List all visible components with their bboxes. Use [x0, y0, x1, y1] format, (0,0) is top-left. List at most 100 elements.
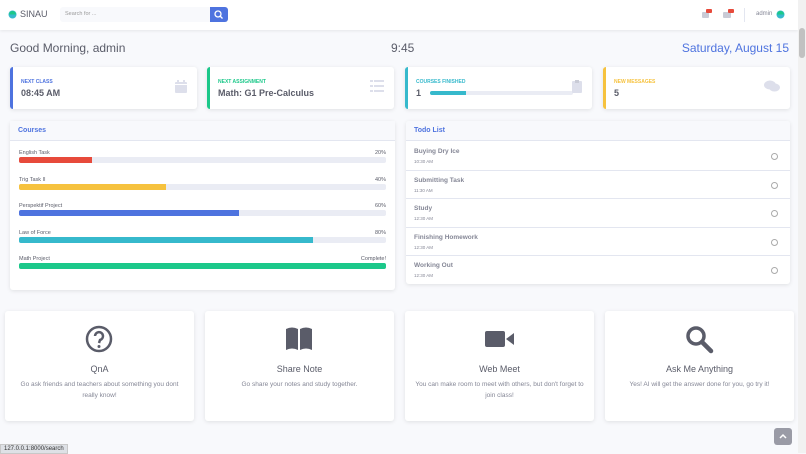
todo-checkbox[interactable]: [771, 238, 778, 246]
todo-item: Working Out 12:30 AM: [406, 256, 790, 284]
alerts-icon[interactable]: [702, 12, 709, 18]
course-progress-label: Complete!: [360, 256, 386, 262]
card-value: 5: [614, 88, 620, 98]
summary-card: NEW MESSAGES 5: [603, 67, 790, 109]
feature-title: Ask Me Anything: [665, 364, 734, 374]
todo-panel: Todo List Buying Dry Ice 10:30 AM Submitti…: [406, 121, 790, 284]
logo: [8, 10, 17, 19]
brand[interactable]: SINAU: [20, 9, 48, 19]
todo-task: Finishing Homework: [414, 233, 478, 241]
card-label: NEW MESSAGES: [614, 79, 656, 85]
messages-badge: [728, 9, 734, 13]
chat-icon: [764, 80, 780, 92]
card-value: Math: G1 Pre-Calculus: [218, 88, 315, 98]
feature-icon: [485, 331, 514, 347]
course-name: English Task: [19, 150, 50, 156]
progress-fill: [19, 157, 93, 163]
course-item: Perspektif Project 60%: [19, 203, 386, 219]
todo-task: Study: [414, 205, 433, 212]
feature-icon: [286, 327, 312, 350]
summary-card: NEXT ASSIGNMENT Math: G1 Pre-Calculus: [207, 67, 394, 109]
calendar-icon: [175, 80, 187, 93]
todo-item: Submitting Task 11:30 AM: [406, 171, 790, 199]
feature-title: Web Meet: [479, 364, 520, 374]
card-value: 08:45 AM: [21, 88, 61, 98]
scrollbar: [798, 0, 806, 453]
summary-card: NEXT CLASS 08:45 AM: [10, 67, 197, 109]
navbar: SINAU Search for ... admin: [0, 0, 798, 30]
todo-item: Finishing Homework 12:30 AM: [406, 228, 790, 256]
feature-title: QnA: [90, 364, 109, 374]
progress-track: [430, 91, 573, 95]
course-progress-label: 80%: [374, 229, 386, 236]
courses-panel: Courses English Task 20% Trig Task II 40% Pe…: [10, 121, 395, 290]
progress-track: [19, 210, 386, 216]
course-item: English Task 20%: [19, 150, 386, 166]
card-label: NEXT CLASS: [21, 79, 53, 85]
todo-checkbox[interactable]: [771, 153, 778, 160]
feature-card[interactable]: Web Meet You can make room to meet with o…: [405, 311, 594, 421]
todo-task: Working Out: [414, 262, 453, 269]
feature-card[interactable]: QnA Go ask friends and teachers about som…: [5, 311, 194, 421]
todo-task: Buying Dry Ice: [414, 148, 460, 155]
date: Saturday, August 15: [681, 41, 789, 55]
list-icon: [370, 80, 384, 92]
progress-track: [19, 236, 386, 243]
clipboard-icon: [572, 80, 582, 93]
feature-description: Yes! AI will get the answer done for you…: [629, 381, 770, 388]
feature-icon: [85, 325, 113, 353]
course-name: Perspektif Project: [19, 203, 63, 209]
course-progress-label: 40%: [374, 176, 386, 183]
progress-fill: [19, 236, 313, 243]
messages-icon[interactable]: [723, 12, 731, 18]
search-input[interactable]: Search for ...: [60, 7, 210, 22]
progress-track: [19, 263, 386, 269]
feature-icon: [686, 326, 714, 354]
course-item: Law of Force 80%: [19, 230, 386, 246]
course-name: Trig Task II: [19, 176, 46, 183]
feature-description: Go share your notes and study together.: [241, 381, 358, 388]
scroll-top-button[interactable]: [774, 428, 792, 445]
card-label: COURSES FINISHED: [416, 79, 466, 85]
todo-checkbox[interactable]: [771, 210, 778, 217]
progress-track: [19, 157, 386, 163]
panel-title: Todo List: [406, 121, 790, 141]
clock: 9:45: [391, 41, 415, 55]
user-name[interactable]: admin: [756, 11, 773, 17]
progress-fill: [19, 210, 240, 216]
course-item: Math Project Complete!: [19, 256, 386, 272]
course-progress-label: 20%: [374, 150, 386, 156]
divider: [744, 8, 745, 22]
course-name: Law of Force: [19, 229, 51, 236]
feature-description: You can make room to meet with others, b…: [415, 381, 584, 399]
card-value: 1: [416, 88, 422, 98]
feature-card[interactable]: Ask Me Anything Yes! AI will get the answ…: [605, 311, 794, 421]
card-label: NEXT ASSIGNMENT: [218, 79, 266, 85]
todo-time: 12:30 AM: [414, 273, 434, 278]
progress-fill: [430, 91, 466, 95]
todo-checkbox[interactable]: [771, 267, 778, 274]
progress-fill: [19, 263, 386, 269]
todo-time: 10:30 AM: [414, 159, 434, 164]
search-button[interactable]: [210, 7, 228, 22]
feature-title: Share Note: [276, 364, 323, 374]
todo-time: 11:30 AM: [414, 187, 433, 193]
user-avatar[interactable]: [776, 10, 785, 19]
feature-description: Go ask friends and teachers about someth…: [20, 381, 179, 399]
todo-checkbox[interactable]: [771, 181, 778, 189]
todo-time: 12:30 AM: [414, 244, 434, 250]
summary-card: COURSES FINISHED 1: [405, 67, 592, 109]
todo-item: Buying Dry Ice 10:30 AM: [406, 142, 790, 171]
panel-title: Courses: [10, 121, 395, 141]
feature-card[interactable]: Share Note Go share your notes and study …: [205, 311, 394, 421]
todo-item: Study 12:30 AM: [406, 199, 790, 228]
progress-track: [19, 183, 386, 190]
course-item: Trig Task II 40%: [19, 177, 386, 193]
todo-time: 12:30 AM: [414, 216, 434, 221]
course-progress-label: 60%: [374, 203, 386, 209]
course-name: Math Project: [19, 256, 50, 262]
greeting: Good Morning, admin: [10, 41, 126, 55]
todo-task: Submitting Task: [414, 176, 465, 184]
progress-fill: [19, 183, 166, 190]
